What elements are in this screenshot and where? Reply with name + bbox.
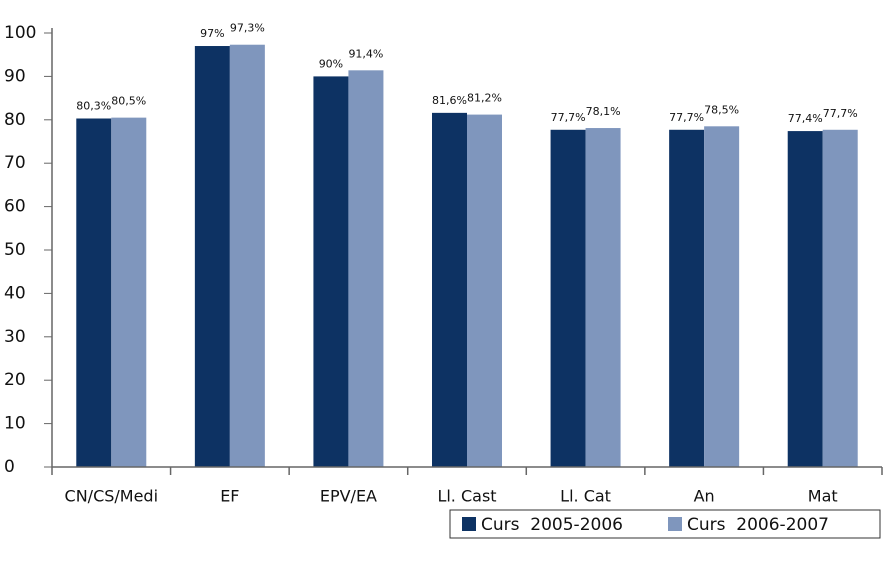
value-label: 81,6% — [432, 94, 467, 107]
y-tick-label: 50 — [4, 240, 26, 260]
y-tick-label: 80 — [4, 110, 26, 130]
value-label: 80,3% — [76, 99, 111, 112]
value-label: 91,4% — [348, 47, 383, 60]
value-label: 78,1% — [586, 105, 621, 118]
bar — [467, 114, 502, 467]
value-label: 77,4% — [788, 112, 823, 125]
y-tick-label: 90 — [4, 66, 26, 86]
bar — [348, 70, 384, 467]
bar — [229, 44, 265, 468]
x-tick-label: An — [694, 487, 715, 506]
x-tick-label: Ll. Cat — [560, 487, 611, 506]
value-label: 97% — [200, 27, 224, 40]
legend-swatch — [668, 517, 682, 531]
legend-swatch — [462, 517, 476, 531]
x-tick-label: EF — [220, 487, 239, 506]
x-tick-label: CN/CS/Medi — [65, 487, 159, 506]
value-label: 97,3% — [230, 22, 265, 35]
bar — [704, 126, 740, 467]
y-tick-label: 100 — [4, 23, 36, 43]
value-label: 77,7% — [551, 111, 586, 124]
y-tick-label: 30 — [4, 327, 26, 347]
value-label: 77,7% — [823, 107, 858, 120]
y-tick-label: 40 — [4, 283, 26, 303]
bar — [313, 76, 349, 468]
x-tick-label: EPV/EA — [320, 487, 377, 506]
bar — [194, 46, 230, 468]
y-tick-label: 10 — [4, 414, 26, 434]
bar — [111, 117, 147, 467]
value-label: 77,7% — [669, 111, 704, 124]
bar — [432, 112, 467, 467]
legend-label: Curs 2006-2007 — [687, 515, 829, 535]
value-label: 80,5% — [111, 95, 146, 108]
x-tick-label: Ll. Cast — [437, 487, 496, 506]
y-tick-label: 70 — [4, 153, 26, 173]
y-tick-label: 20 — [4, 370, 26, 390]
bar — [787, 131, 823, 468]
bar — [669, 129, 705, 468]
y-tick-label: 60 — [4, 197, 26, 217]
legend-box — [449, 509, 881, 539]
bar — [585, 128, 621, 467]
bar — [822, 129, 858, 468]
bar — [76, 118, 112, 468]
bar — [550, 129, 586, 468]
y-tick-label: 0 — [4, 457, 15, 477]
value-label: 78,5% — [704, 103, 739, 116]
x-tick-label: Mat — [808, 487, 838, 506]
value-label: 90% — [319, 57, 343, 70]
value-label: 81,2% — [467, 92, 502, 105]
legend-label: Curs 2005-2006 — [481, 515, 623, 535]
